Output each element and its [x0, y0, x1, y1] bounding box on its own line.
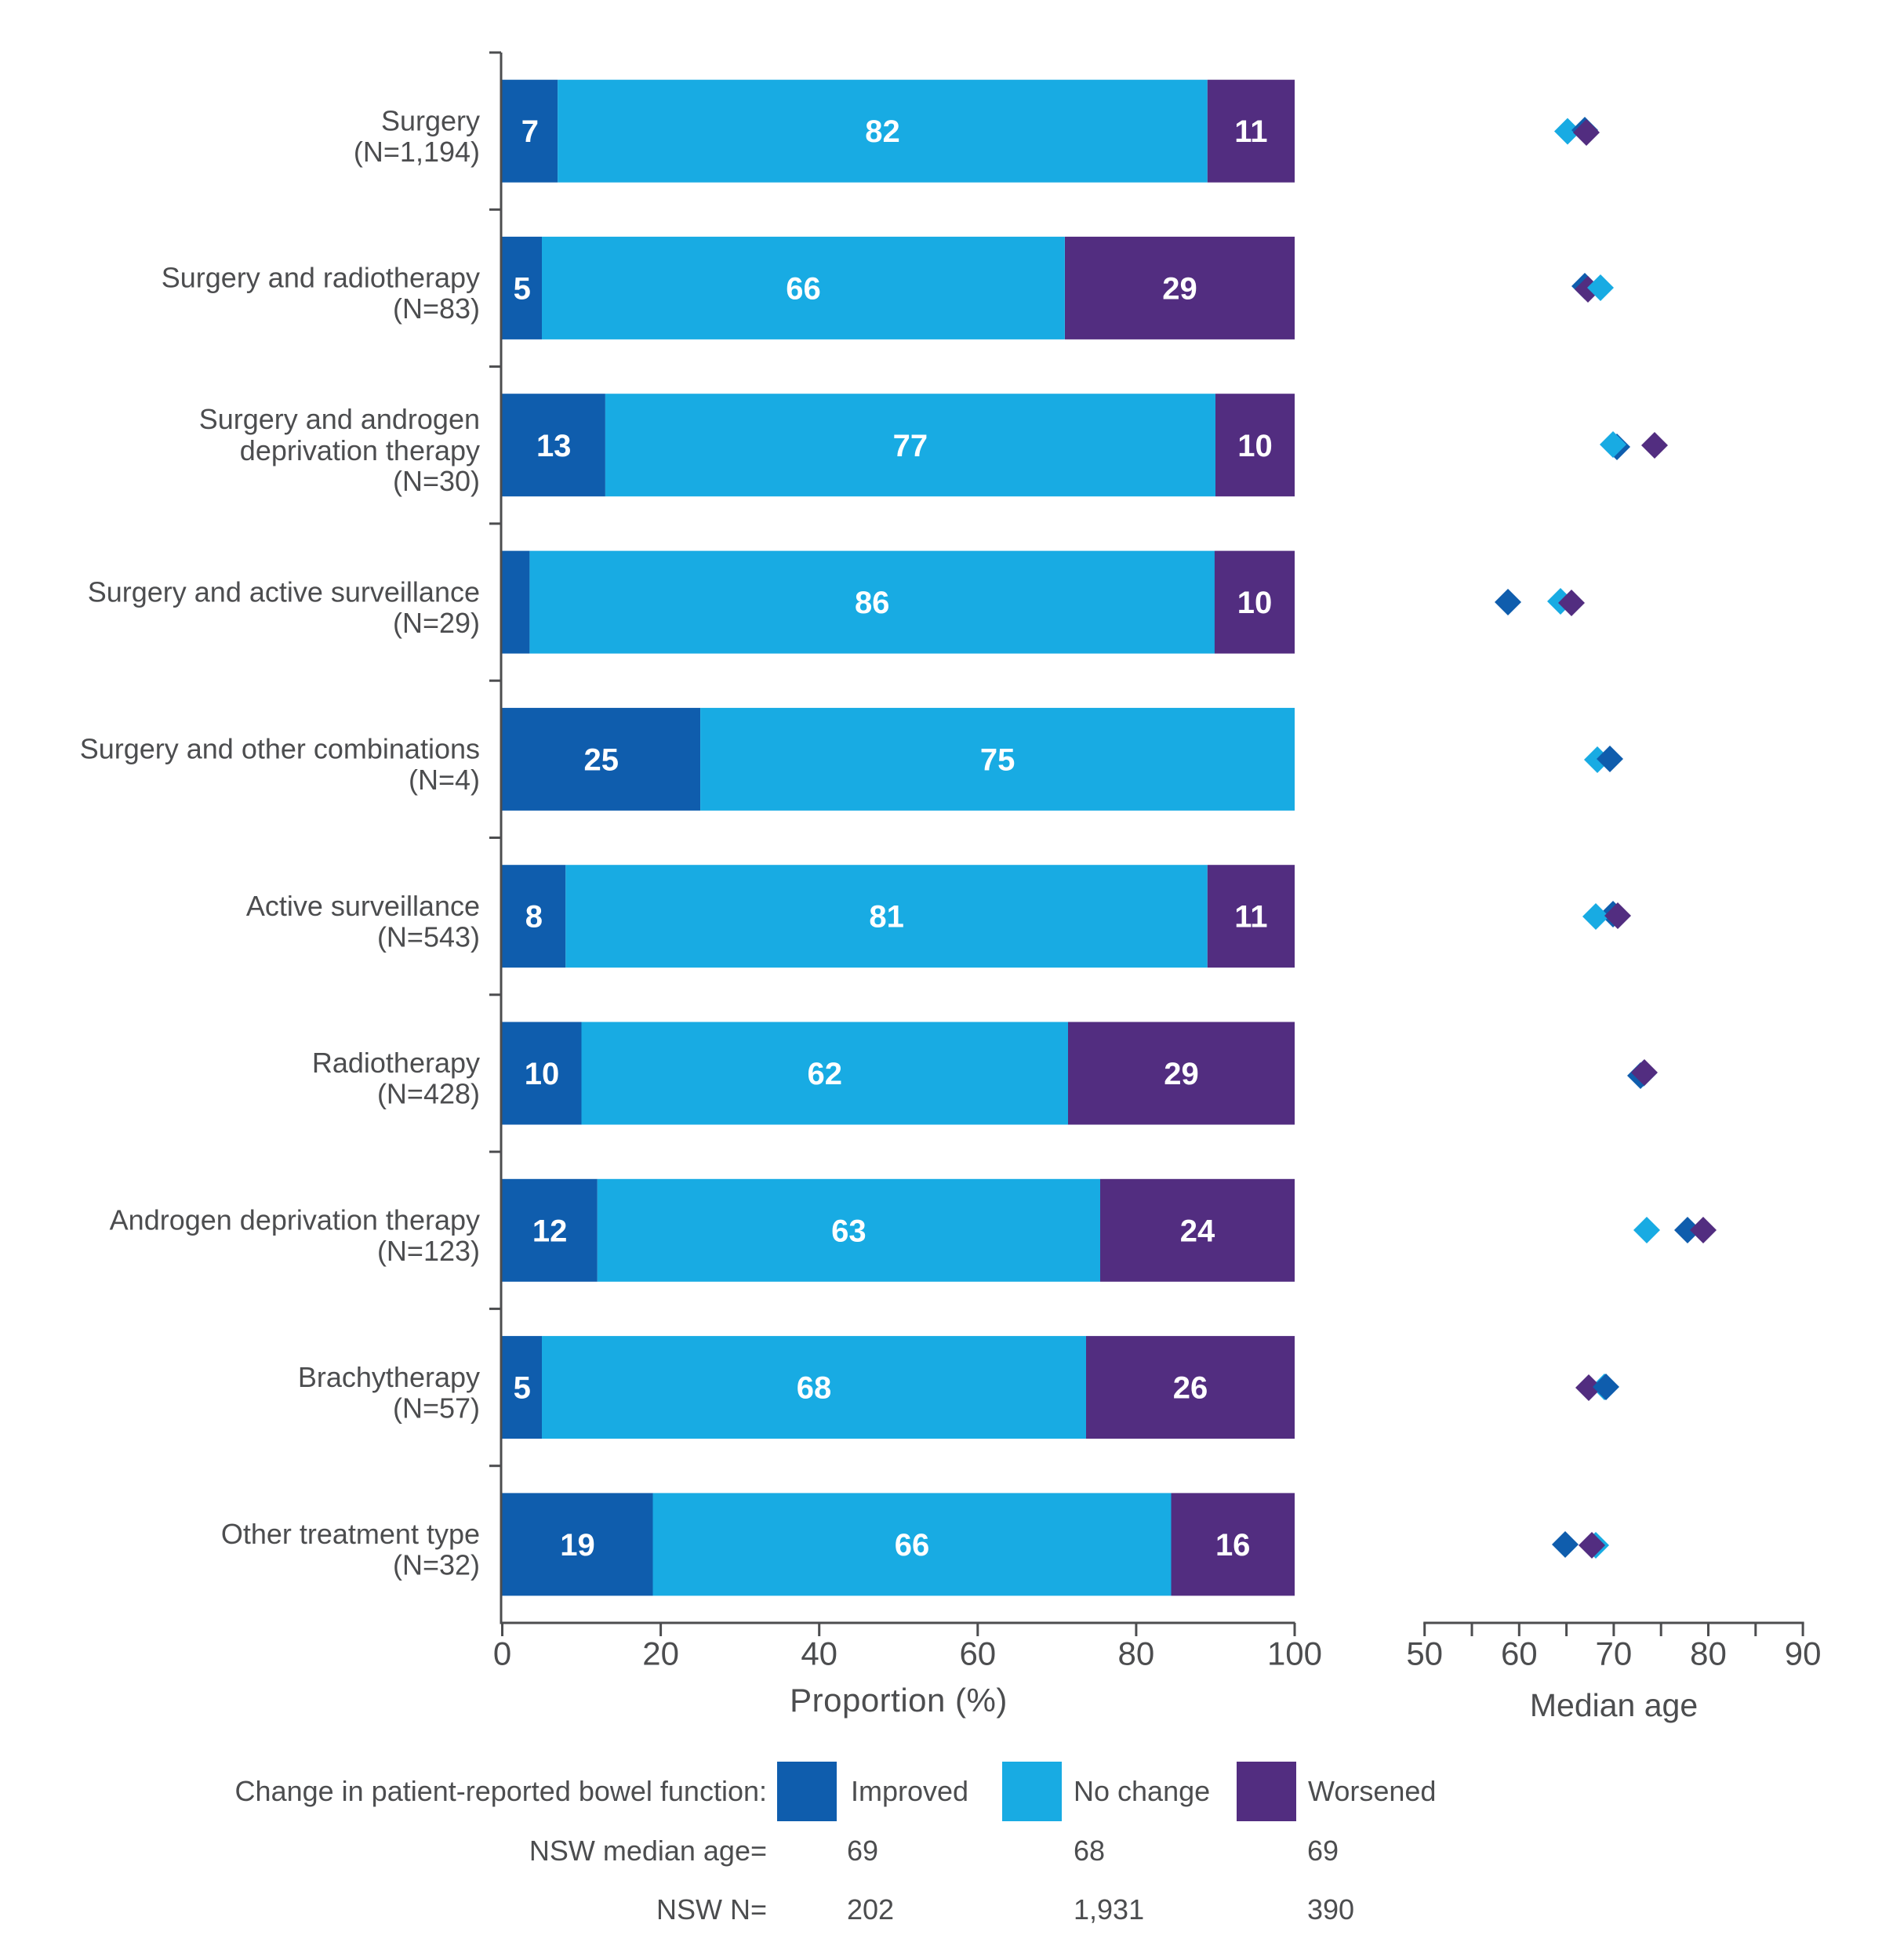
- svg-text:Surgery and active surveillanc: Surgery and active surveillance: [88, 575, 480, 608]
- svg-text:(N=29): (N=29): [393, 607, 480, 639]
- svg-text:NSW N=: NSW N=: [656, 1893, 767, 1926]
- svg-text:(N=57): (N=57): [393, 1392, 480, 1424]
- svg-text:Brachytherapy: Brachytherapy: [298, 1361, 480, 1393]
- svg-text:11: 11: [1234, 114, 1267, 149]
- svg-text:202: 202: [847, 1893, 894, 1926]
- svg-text:50: 50: [1406, 1635, 1443, 1672]
- svg-text:(N=1,194): (N=1,194): [354, 136, 480, 168]
- svg-text:(N=428): (N=428): [377, 1078, 480, 1110]
- svg-text:1,931: 1,931: [1074, 1893, 1144, 1926]
- svg-text:390: 390: [1307, 1893, 1354, 1926]
- svg-text:69: 69: [1307, 1835, 1339, 1867]
- svg-text:Surgery and androgen: Surgery and androgen: [199, 403, 480, 435]
- svg-text:63: 63: [831, 1214, 867, 1248]
- svg-text:Worsened: Worsened: [1308, 1775, 1436, 1807]
- svg-text:Other treatment type: Other treatment type: [221, 1518, 480, 1550]
- svg-text:20: 20: [642, 1635, 679, 1672]
- svg-text:5: 5: [514, 1371, 531, 1406]
- svg-text:7: 7: [521, 114, 539, 149]
- svg-text:Active surveillance: Active surveillance: [246, 890, 480, 922]
- svg-text:Radiotherapy: Radiotherapy: [312, 1047, 480, 1079]
- svg-text:12: 12: [532, 1214, 568, 1248]
- svg-text:68: 68: [797, 1371, 832, 1406]
- svg-text:(N=4): (N=4): [409, 764, 480, 796]
- svg-text:(N=123): (N=123): [377, 1235, 480, 1267]
- svg-text:80: 80: [1118, 1635, 1155, 1672]
- svg-text:(N=543): (N=543): [377, 920, 480, 953]
- svg-text:5: 5: [514, 271, 531, 306]
- svg-text:NSW median age=: NSW median age=: [529, 1835, 767, 1867]
- svg-text:8: 8: [525, 900, 543, 935]
- svg-text:Androgen deprivation therapy: Androgen deprivation therapy: [110, 1204, 480, 1236]
- svg-text:86: 86: [855, 586, 890, 620]
- svg-text:Surgery: Surgery: [381, 104, 480, 136]
- svg-text:25: 25: [584, 742, 619, 777]
- svg-text:29: 29: [1164, 1057, 1199, 1091]
- svg-text:75: 75: [980, 742, 1015, 777]
- svg-text:68: 68: [1074, 1835, 1105, 1867]
- svg-text:62: 62: [808, 1057, 843, 1091]
- svg-text:10: 10: [1237, 586, 1273, 620]
- svg-text:26: 26: [1173, 1371, 1208, 1406]
- svg-text:13: 13: [536, 429, 572, 463]
- svg-text:Change in patient-reported bow: Change in patient-reported bowel functio…: [235, 1775, 767, 1807]
- svg-text:29: 29: [1162, 271, 1197, 306]
- svg-text:77: 77: [893, 429, 928, 463]
- svg-text:60: 60: [1501, 1635, 1538, 1672]
- svg-text:(N=30): (N=30): [393, 465, 480, 497]
- svg-text:70: 70: [1596, 1635, 1633, 1672]
- svg-text:16: 16: [1215, 1528, 1251, 1563]
- svg-text:100: 100: [1267, 1635, 1322, 1672]
- svg-text:80: 80: [1690, 1635, 1727, 1672]
- svg-text:82: 82: [865, 114, 900, 149]
- svg-text:60: 60: [959, 1635, 996, 1672]
- svg-text:Proportion (%): Proportion (%): [790, 1682, 1008, 1719]
- svg-text:Surgery and other combinations: Surgery and other combinations: [80, 733, 480, 765]
- svg-text:10: 10: [1237, 429, 1273, 463]
- svg-text:deprivation therapy: deprivation therapy: [240, 434, 480, 466]
- svg-text:81: 81: [869, 900, 904, 935]
- svg-text:66: 66: [895, 1528, 930, 1563]
- svg-text:24: 24: [1180, 1214, 1215, 1248]
- svg-text:19: 19: [560, 1528, 595, 1563]
- svg-text:Improved: Improved: [851, 1775, 968, 1807]
- svg-text:10: 10: [525, 1057, 560, 1091]
- svg-text:0: 0: [493, 1635, 511, 1672]
- svg-text:11: 11: [1234, 900, 1267, 935]
- svg-text:90: 90: [1785, 1635, 1822, 1672]
- svg-text:69: 69: [847, 1835, 878, 1867]
- svg-text:Median age: Median age: [1530, 1687, 1698, 1723]
- svg-text:40: 40: [801, 1635, 837, 1672]
- svg-text:No change: No change: [1074, 1775, 1210, 1807]
- svg-text:(N=83): (N=83): [393, 292, 480, 325]
- svg-text:66: 66: [786, 271, 821, 306]
- svg-text:Surgery and radiotherapy: Surgery and radiotherapy: [162, 262, 480, 294]
- svg-text:(N=32): (N=32): [393, 1549, 480, 1581]
